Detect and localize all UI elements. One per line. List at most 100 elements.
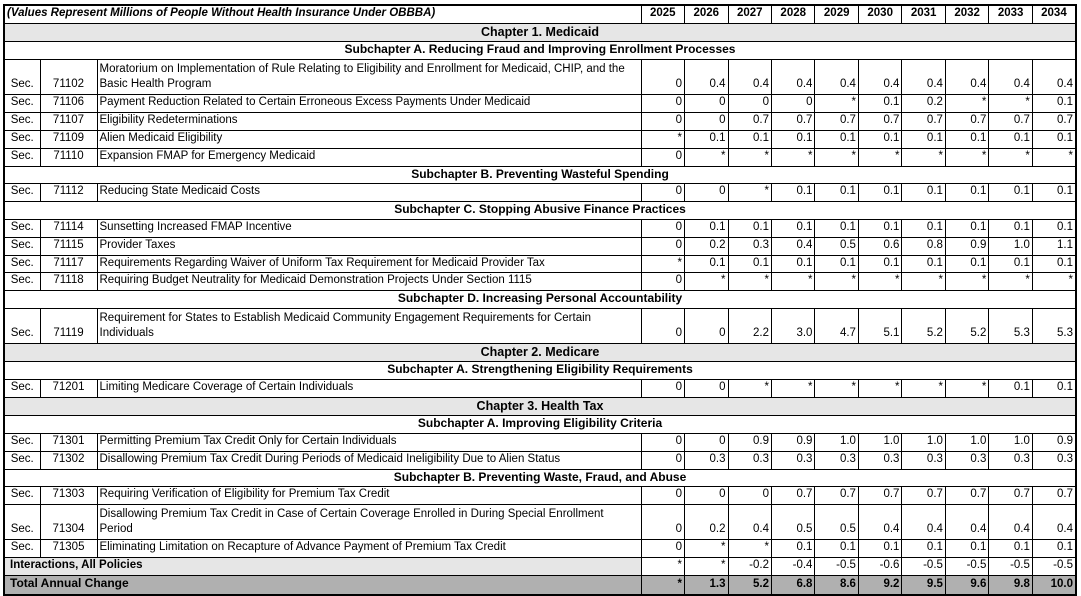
value-cell: 0.5 [770, 504, 816, 541]
year-header: 2032 [944, 4, 990, 24]
section-description: Permitting Premium Tax Credit Only for C… [96, 432, 642, 452]
value-cell: 0.3 [857, 450, 903, 470]
value-cell: 0 [640, 58, 686, 95]
value-cell: 3.0 [770, 308, 816, 344]
section-number: 71201 [39, 378, 98, 398]
value-cell: 0.4 [988, 504, 1033, 541]
section-number: 71118 [39, 272, 98, 292]
value-cell: 0 [640, 183, 686, 203]
value-cell: 0.1 [857, 183, 903, 203]
value-cell: 0 [640, 504, 686, 541]
value-cell: 0.4 [857, 58, 903, 95]
section-number: 71117 [39, 254, 98, 274]
value-cell: 2.2 [727, 308, 772, 344]
value-cell: 0.1 [901, 218, 946, 238]
value-cell: 8.6 [814, 574, 859, 596]
value-cell: -0.6 [857, 556, 903, 576]
section-description: Moratorium on Implementation of Rule Rel… [96, 58, 642, 95]
year-header: 2034 [1031, 4, 1077, 24]
value-cell: 9.2 [857, 574, 903, 596]
section-number: 71106 [39, 93, 98, 113]
value-cell: 0.1 [770, 539, 816, 558]
section-row: Sec. 71119 Requirement for States to Estab… [3, 308, 1077, 344]
value-cell: 0.1 [944, 254, 990, 274]
section-number: 71302 [39, 450, 98, 470]
chapter-row: Chapter 3. Health Tax [3, 396, 1077, 417]
value-cell: * [944, 378, 990, 398]
value-cell: * [857, 147, 903, 167]
subchapter-heading: Subchapter B. Preventing Wasteful Spendi… [3, 165, 1077, 185]
section-row: Sec. 71301 Permitting Premium Tax Credit O… [3, 432, 1077, 452]
section-row: Sec. 71114 Sunsetting Increased FMAP Incen… [3, 218, 1077, 238]
value-cell: 0.3 [727, 236, 772, 256]
section-description: Sunsetting Increased FMAP Incentive [96, 218, 642, 238]
coverage-impact-table: (Values Represent Millions of People Wit… [3, 4, 1077, 596]
value-cell: 0.5 [814, 504, 859, 541]
value-cell: * [1031, 272, 1077, 292]
value-cell: 0.1 [857, 539, 903, 558]
section-description: Expansion FMAP for Emergency Medicaid [96, 147, 642, 167]
value-cell: 0.1 [727, 129, 772, 149]
value-cell: * [640, 254, 686, 274]
year-header: 2026 [684, 4, 729, 24]
section-number: 71102 [39, 58, 98, 95]
value-cell: 9.5 [901, 574, 946, 596]
value-cell: 0.7 [770, 111, 816, 131]
value-cell: 0.3 [901, 450, 946, 470]
value-cell: 0.5 [814, 236, 859, 256]
value-cell: 0.7 [901, 486, 946, 506]
value-cell: 0.7 [988, 111, 1033, 131]
section-number: 71114 [39, 218, 98, 238]
value-cell: 0.3 [770, 450, 816, 470]
section-prefix: Sec. [3, 378, 41, 398]
value-cell: 0.1 [770, 254, 816, 274]
value-cell: 0.1 [1031, 254, 1077, 274]
section-row: Sec. 71302 Disallowing Premium Tax Credit … [3, 450, 1077, 470]
total-row: Total Annual Change * 1.3 5.2 6.8 8.6 9.2 9.5 9.… [3, 574, 1077, 596]
value-cell: 0.1 [770, 183, 816, 203]
subchapter-heading: Subchapter A. Strengthening Eligibility … [3, 361, 1077, 380]
value-cell: 0 [684, 308, 729, 344]
section-row: Sec. 71107 Eligibility Redeterminations 0 0 0… [3, 111, 1077, 131]
value-cell: * [944, 147, 990, 167]
value-cell: 0 [727, 486, 772, 506]
value-cell: * [814, 378, 859, 398]
value-cell: 0.6 [857, 236, 903, 256]
value-cell: * [988, 147, 1033, 167]
section-number: 71303 [39, 486, 98, 506]
value-cell: 0.4 [770, 236, 816, 256]
section-number: 71119 [39, 308, 98, 344]
section-prefix: Sec. [3, 111, 41, 131]
section-number: 71115 [39, 236, 98, 256]
section-prefix: Sec. [3, 486, 41, 506]
value-cell: 0.1 [857, 93, 903, 113]
value-cell: 0 [640, 93, 686, 113]
section-row: Sec. 71102 Moratorium on Implementation of… [3, 58, 1077, 95]
subchapter-row: Subchapter C. Stopping Abusive Finance P… [3, 201, 1077, 220]
value-cell: * [814, 93, 859, 113]
value-cell: 1.0 [814, 432, 859, 452]
year-header: 2025 [640, 4, 686, 24]
section-prefix: Sec. [3, 308, 41, 344]
value-cell: 5.3 [988, 308, 1033, 344]
value-cell: 0.3 [684, 450, 729, 470]
value-cell: 0.7 [901, 111, 946, 131]
section-row: Sec. 71117 Requirements Regarding Waiver o… [3, 254, 1077, 274]
value-cell: -0.5 [901, 556, 946, 576]
value-cell: 0.4 [770, 58, 816, 95]
value-cell: 0 [727, 93, 772, 113]
value-cell: 0.1 [1031, 129, 1077, 149]
value-cell: * [727, 147, 772, 167]
subchapter-heading: Subchapter A. Improving Eligibility Crit… [3, 415, 1077, 434]
value-cell: -0.5 [1031, 556, 1077, 576]
value-cell: 0.4 [684, 58, 729, 95]
section-row: Sec. 71112 Reducing State Medicaid Costs 0 0… [3, 183, 1077, 203]
value-cell: 0 [770, 93, 816, 113]
value-cell: 0.3 [1031, 450, 1077, 470]
value-cell: * [857, 378, 903, 398]
value-cell: 0.1 [944, 129, 990, 149]
value-cell: 0.7 [944, 486, 990, 506]
value-cell: * [901, 147, 946, 167]
section-number: 71304 [39, 504, 98, 541]
value-cell: * [727, 378, 772, 398]
